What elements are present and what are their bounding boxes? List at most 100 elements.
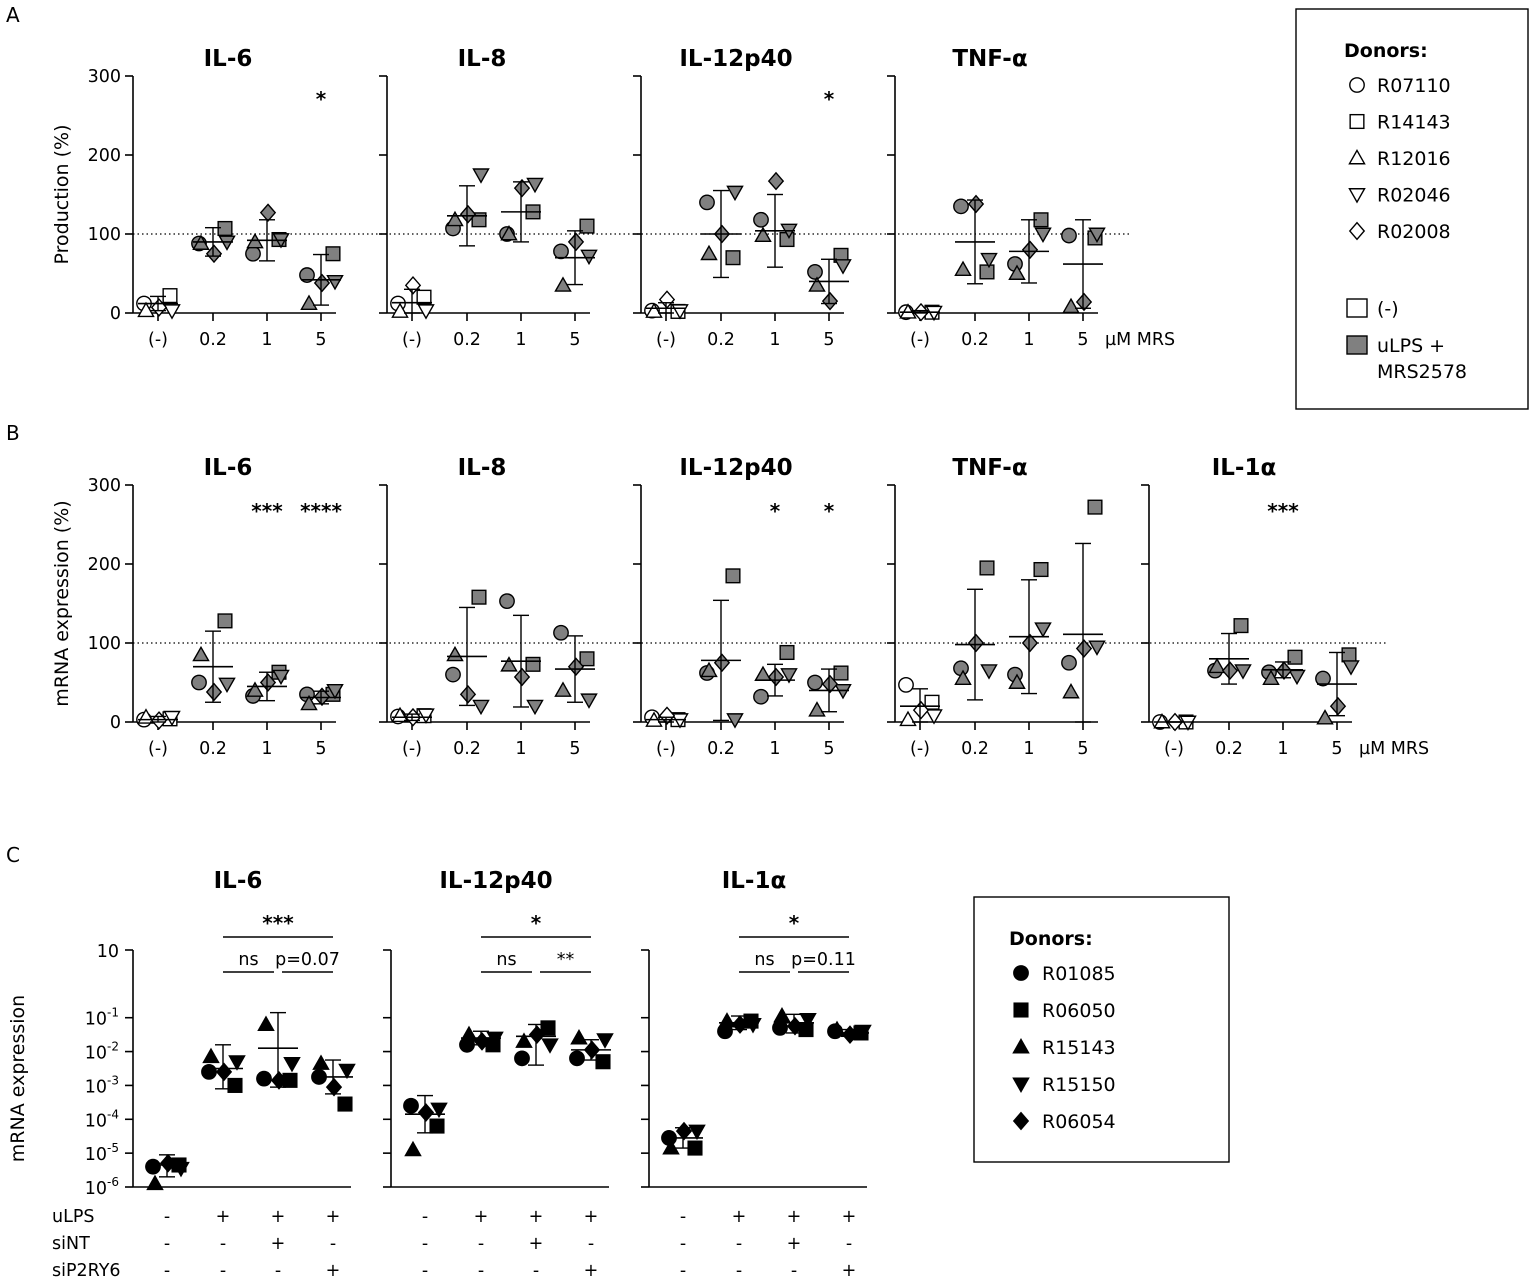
panel-b-2-point <box>499 593 515 610</box>
ytick-exponent: -5 <box>107 1141 119 1155</box>
panel-a-3-point <box>808 276 826 292</box>
panel-b-1-point <box>205 682 223 702</box>
legend-a-donor-label: R07110 <box>1377 75 1451 97</box>
panel-b-2-point <box>554 681 572 697</box>
panel-c-1-condition-mark: - <box>330 1234 336 1254</box>
panel-b-1-point <box>191 674 207 691</box>
panel-c-2-point <box>596 1033 614 1049</box>
panel-a-2-point <box>554 276 572 292</box>
panel-c-1-condition-mark: - <box>164 1207 170 1227</box>
panel-a-2-point <box>500 225 518 241</box>
panel-c-2-point <box>417 1103 435 1122</box>
legend-a-marker <box>1348 149 1366 165</box>
panel-c-1-ytick-label: 10-2 <box>85 1040 119 1064</box>
legend-c-donor-label: R15150 <box>1042 1074 1116 1096</box>
panel-b-3-point <box>780 668 798 684</box>
panel-a-1-point <box>259 203 277 223</box>
panel-a-1-ytick-label: 100 <box>88 225 121 245</box>
panel-c-1-bracket-label: ns <box>238 950 258 970</box>
panel-a-1-xtick-label: 5 <box>315 330 326 350</box>
panel-a-2-point <box>526 177 544 194</box>
panel-c-2-point <box>570 1029 588 1045</box>
panel-c-3-condition-mark: - <box>846 1234 852 1254</box>
panel-b-2-point <box>391 706 409 723</box>
panel-a-4-title: TNF-α <box>952 46 1027 72</box>
panel-c-2-condition-mark: + <box>474 1207 489 1227</box>
ytick-exponent: -2 <box>107 1040 119 1054</box>
panel-b-2-point <box>500 656 518 672</box>
panel-b-1-ytick-label: 300 <box>88 476 121 496</box>
ytick-exponent: -4 <box>107 1107 119 1121</box>
panel-b-4-point <box>954 669 972 686</box>
panel-a-1-point <box>217 220 233 237</box>
panel-b-3-title: IL-12p40 <box>679 455 792 481</box>
panel-b-3-point <box>834 683 852 700</box>
panel-b-2-point <box>459 685 477 704</box>
panel-c-2-point <box>403 1097 419 1114</box>
panel-c-2-condition-mark: + <box>584 1261 599 1277</box>
panel-b-3-point <box>713 653 731 673</box>
y-axis-label-a: Production (%) <box>51 124 73 264</box>
condition-row-label: siP2RY6 <box>52 1261 121 1277</box>
panel-a-3-point <box>725 250 741 266</box>
panel-a-4-point <box>980 252 998 269</box>
panel-a-2-point <box>472 168 490 184</box>
legend-a-title: Donors: <box>1344 40 1428 62</box>
panel-b-4-point <box>1021 633 1039 653</box>
panel-c-1-condition-mark: + <box>271 1207 286 1227</box>
panel-c-3-point <box>841 1025 859 1044</box>
panel-b-5-point <box>1234 664 1252 680</box>
panel-c-2-point <box>540 1020 556 1036</box>
panel-a-4-point <box>1034 227 1052 243</box>
panel-b-5-point <box>1221 661 1239 680</box>
legend-a-condition-label: (-) <box>1377 298 1399 320</box>
panel-b-3-point <box>753 688 769 705</box>
panel-a-4-point <box>967 194 985 214</box>
panel-c-1-condition-mark: - <box>164 1261 170 1277</box>
panel-label-b: B <box>6 421 20 445</box>
panel-c-1-point <box>172 1161 190 1178</box>
panel-b-2-point <box>580 693 598 709</box>
panel-c-1-point <box>202 1047 220 1064</box>
panel-a-4-point <box>1061 227 1077 244</box>
panel-c-1-ytick-label: 10 <box>97 942 119 962</box>
ytick-exponent: -3 <box>107 1073 119 1087</box>
panel-c-1-ytick-label: 10-6 <box>85 1175 119 1199</box>
panel-b-4-point <box>898 676 914 693</box>
panel-c-3-point <box>688 1124 706 1141</box>
panel-a-1-point <box>313 273 331 293</box>
panel-c-3-condition-mark: - <box>680 1261 686 1277</box>
panel-a-4-point <box>953 198 969 215</box>
panel-c-3-title: IL-1α <box>722 868 787 894</box>
panel-a-3-point <box>821 291 839 311</box>
panel-c-2-title: IL-12p40 <box>439 868 552 894</box>
panel-b-5-xtick-label: 1 <box>1277 739 1288 759</box>
panel-b-5-point <box>1316 709 1334 725</box>
legend-a-marker <box>1349 77 1365 93</box>
panel-b-4-xtick-label: 0.2 <box>961 739 989 759</box>
panel-b-2-point <box>579 651 595 667</box>
panel-a-3-xtick-label: (-) <box>656 330 676 350</box>
panel-b-4-point <box>925 709 943 725</box>
panel-a-4-point <box>1062 297 1080 314</box>
panel-b-1-ytick-label: 100 <box>88 634 121 654</box>
legend-a-marker <box>1348 221 1366 241</box>
panel-b-1-xtick-label: 1 <box>261 739 272 759</box>
panel-b-5-point <box>1315 670 1331 687</box>
panel-a-3-xtick-label: 1 <box>769 330 780 350</box>
panel-a-3-point <box>753 211 769 228</box>
legend-c-marker <box>1013 1002 1029 1018</box>
panel-c-3-condition-mark: - <box>736 1261 742 1277</box>
panel-a-4-xtick-label: 0.2 <box>961 330 989 350</box>
panel-a-1-ytick-label: 200 <box>88 146 121 166</box>
panel-b-1-point <box>300 694 318 711</box>
panel-b-2-point <box>513 667 531 687</box>
panel-a-2-xtick-label: 0.2 <box>453 330 481 350</box>
panel-c-3-point <box>799 1012 817 1029</box>
panel-b-4-point <box>1061 654 1077 671</box>
panel-b-2-point <box>471 589 487 605</box>
panel-c-2-condition-mark: - <box>478 1234 484 1254</box>
panel-c-3-condition-mark: - <box>680 1234 686 1254</box>
panel-b-2-point <box>526 699 544 716</box>
panel-a-1-point <box>326 274 344 291</box>
